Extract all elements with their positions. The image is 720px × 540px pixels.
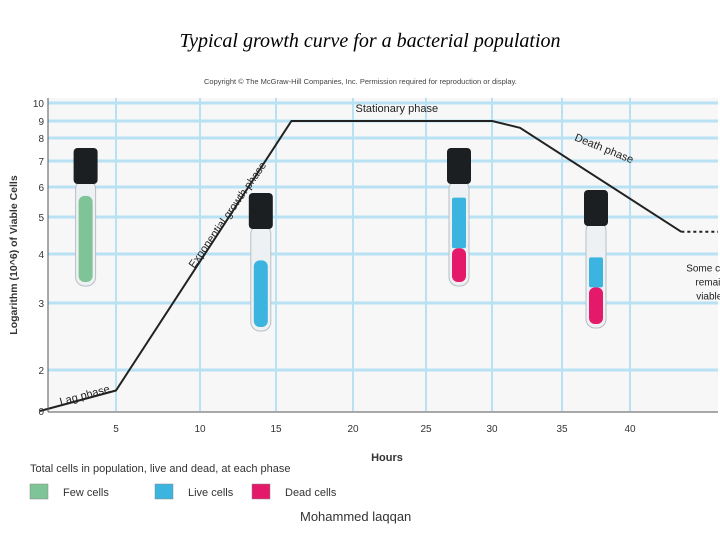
- chart-title: Typical growth curve for a bacterial pop…: [179, 30, 561, 52]
- annotation-stationary-phase: Stationary phase: [356, 103, 439, 115]
- legend-swatch: [251, 483, 271, 500]
- test-tubes: [73, 148, 608, 332]
- tube-liquid: [452, 248, 466, 282]
- x-tick-label: 10: [194, 424, 206, 435]
- y-tick-label: 0: [38, 407, 44, 418]
- y-tick-label: 9: [38, 117, 44, 128]
- test-tube: [447, 148, 471, 287]
- tube-cap: [248, 193, 273, 229]
- tube-liquid: [253, 260, 268, 327]
- legend-label: Few cells: [63, 487, 109, 499]
- y-tick-label: 5: [38, 213, 44, 224]
- author-footer: Mohammed laqqan: [300, 509, 412, 524]
- axes: 0 2 3 4 5 6 7 8 9 10 5 10 15 20 25 30 35 40: [33, 98, 718, 435]
- copyright-notice: Copyright © The McGraw-Hill Companies, I…: [204, 77, 517, 86]
- y-tick-label: 7: [38, 157, 44, 168]
- x-tick-label: 30: [486, 424, 498, 435]
- y-tick-label: 4: [38, 250, 44, 261]
- growth-curve-line: [39, 120, 682, 412]
- x-tick-label: 5: [113, 424, 119, 435]
- tube-liquid: [78, 195, 93, 282]
- legend-item: Few cells: [29, 483, 109, 500]
- x-tick-label: 40: [624, 424, 636, 435]
- legend-item: Live cells: [154, 483, 234, 500]
- y-tick-label: 10: [33, 99, 45, 110]
- x-tick-label: 35: [556, 424, 568, 435]
- y-tick-label: 6: [38, 183, 44, 194]
- test-tube: [248, 193, 273, 332]
- tube-cap: [447, 148, 471, 184]
- y-tick-label: 8: [38, 134, 44, 145]
- test-tube: [73, 148, 98, 287]
- x-axis-label: Hours: [371, 452, 403, 464]
- y-tick-label: 3: [38, 299, 44, 310]
- tube-liquid: [452, 197, 466, 249]
- legend-swatch: [154, 483, 174, 500]
- x-tick-label: 15: [270, 424, 282, 435]
- legend: Total cells in population, live and dead…: [29, 463, 337, 500]
- tube-liquid: [589, 287, 603, 324]
- legend-label: Live cells: [188, 487, 234, 499]
- y-tick-label: 2: [38, 366, 44, 377]
- curve: [39, 120, 718, 412]
- x-tick-label: 20: [347, 424, 359, 435]
- test-tube: [584, 190, 608, 329]
- y-axis-label: Logarithm (10^6) of Viable Cells: [8, 175, 20, 335]
- gridlines: [48, 98, 718, 411]
- annotation-remain-viable: Some cellsremainviable.: [686, 263, 720, 302]
- legend-heading: Total cells in population, live and dead…: [30, 463, 291, 475]
- legend-item: Dead cells: [251, 483, 337, 500]
- legend-label: Dead cells: [285, 487, 337, 499]
- tube-liquid: [589, 257, 603, 288]
- tube-cap: [584, 190, 608, 226]
- x-tick-label: 25: [420, 424, 432, 435]
- legend-swatch: [29, 483, 49, 500]
- tube-cap: [73, 148, 98, 184]
